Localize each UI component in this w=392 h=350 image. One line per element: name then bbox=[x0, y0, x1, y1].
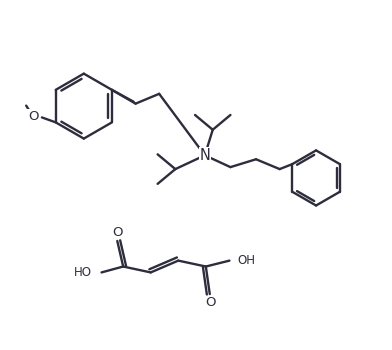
Text: O: O bbox=[112, 226, 123, 239]
Text: HO: HO bbox=[74, 266, 92, 279]
Text: N: N bbox=[200, 148, 210, 163]
Text: O: O bbox=[28, 110, 38, 123]
Text: OH: OH bbox=[237, 254, 255, 267]
Text: O: O bbox=[205, 296, 216, 309]
